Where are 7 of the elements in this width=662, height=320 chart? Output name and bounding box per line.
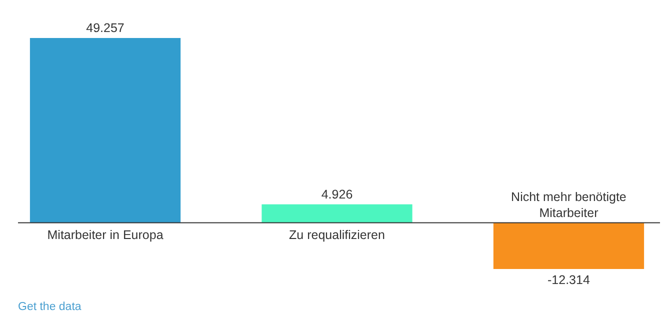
x-tick-label: Zu requalifizieren bbox=[289, 228, 385, 242]
x-tick-label: Nicht mehr benötigte Mitarbeiter bbox=[511, 190, 626, 220]
data-label: 4.926 bbox=[321, 187, 353, 202]
x-tick-label: Mitarbeiter in Europa bbox=[47, 228, 164, 242]
data-label: 49.257 bbox=[86, 21, 124, 35]
data-label: -12.314 bbox=[548, 273, 590, 287]
text: Get the data bbox=[18, 301, 82, 313]
